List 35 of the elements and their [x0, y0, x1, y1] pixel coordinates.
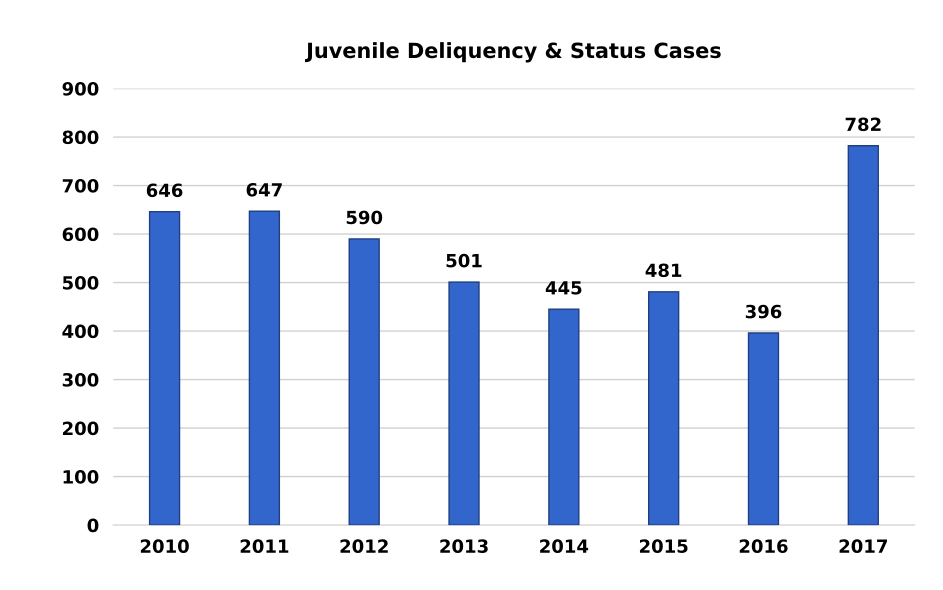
data-label: 445 [546, 281, 582, 295]
y-tick-label: 700 [62, 178, 98, 193]
data-label: 646 [146, 183, 182, 198]
y-tick-label: 100 [64, 470, 98, 484]
bar [448, 281, 480, 526]
bar [648, 291, 680, 526]
data-label: 396 [746, 304, 782, 318]
data-label: 782 [846, 117, 881, 132]
y-tick-label: 900 [62, 82, 98, 96]
y-tick-label: 300 [62, 373, 98, 387]
x-tick-label: 2011 [240, 539, 288, 553]
data-label: 481 [646, 263, 682, 278]
y-tick-label: 400 [62, 324, 98, 338]
x-tick-label: 2017 [840, 539, 887, 553]
bar [248, 210, 280, 526]
y-tick-label: 200 [63, 422, 98, 436]
x-tick-label: 2012 [340, 539, 388, 553]
y-tick-label: 500 [62, 276, 98, 290]
data-label: 647 [246, 182, 282, 197]
x-tick-label: 2013 [440, 539, 488, 553]
bar [748, 332, 780, 526]
bar [548, 308, 580, 526]
bar [848, 145, 879, 526]
chart-title: Juvenile Deliquency & Status Cases [304, 42, 721, 62]
bar [148, 211, 180, 526]
y-tick-label: 0 [88, 518, 98, 532]
y-tick-label: 600 [62, 227, 98, 242]
x-tick-label: 2010 [140, 539, 189, 553]
data-label: 590 [346, 210, 382, 224]
x-tick-label: 2014 [540, 539, 588, 553]
y-tick-label: 800 [62, 130, 98, 144]
x-tick-label: 2016 [740, 539, 788, 553]
x-tick-label: 2015 [640, 539, 688, 553]
data-label: 501 [446, 254, 482, 268]
bar [348, 238, 380, 526]
